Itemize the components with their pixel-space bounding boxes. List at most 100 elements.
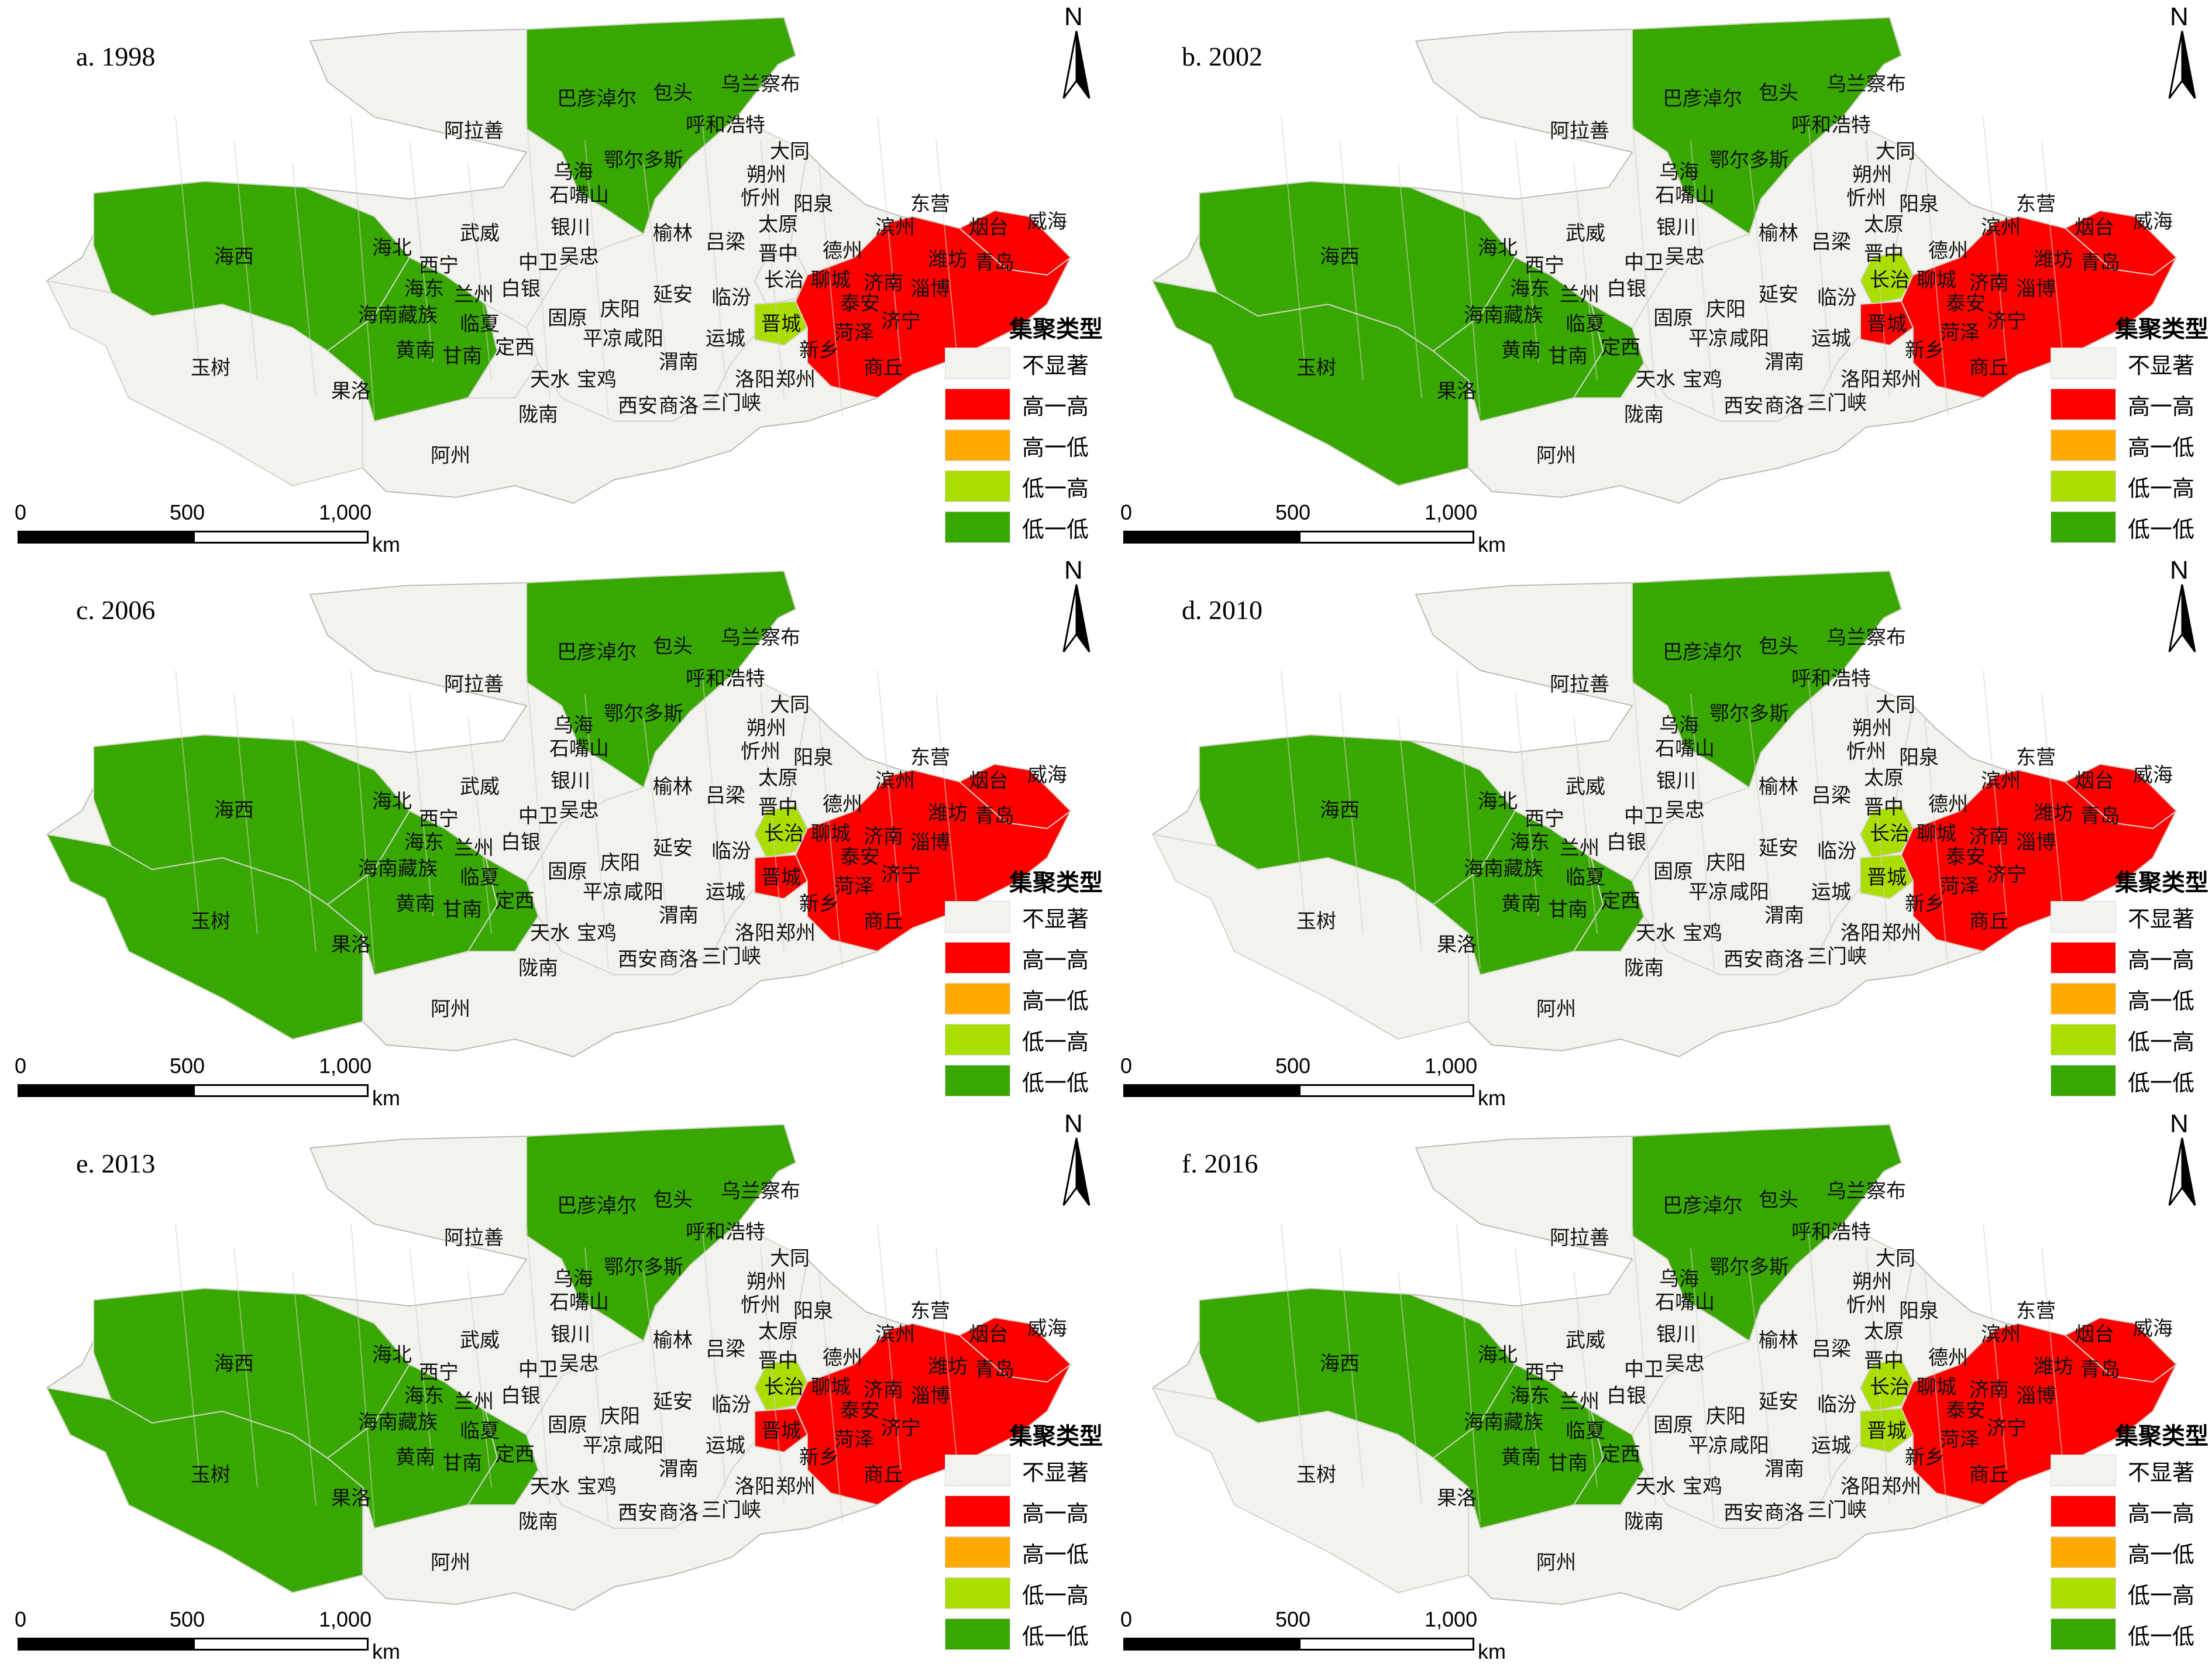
place-label: 西宁	[419, 1361, 459, 1384]
boundary-line	[175, 1223, 199, 1470]
north-arrow-icon	[1062, 584, 1090, 652]
legend-item: 高一低	[2051, 978, 2208, 1019]
legend-swatch	[2051, 429, 2116, 461]
place-label: 洛阳	[1841, 1475, 1880, 1498]
north-label: N	[1064, 556, 1083, 585]
legend-swatch	[945, 348, 1010, 379]
place-label: 黄南	[1501, 339, 1541, 362]
place-label: 海南藏族	[358, 1411, 438, 1434]
place-label: 聊城	[811, 822, 851, 845]
place-label: 陇南	[518, 1510, 558, 1534]
legend-title: 集聚类型	[1009, 1423, 1103, 1450]
place-label: 平凉	[1688, 881, 1728, 904]
place-label: 银川	[1656, 769, 1696, 793]
boundary-line	[2041, 140, 2066, 381]
place-label: 固原	[1653, 1414, 1693, 1437]
place-label: 阿州	[1536, 1551, 1576, 1574]
place-label: 宝鸡	[577, 922, 617, 945]
place-label: 海南藏族	[358, 857, 438, 881]
place-label: 兰州	[1560, 837, 1599, 860]
scale-bar: 0 500 1,000 km	[15, 500, 400, 556]
place-label: 兰州	[454, 837, 494, 860]
legend-label: 不显著	[2128, 906, 2195, 932]
place-label: 晋中	[758, 242, 798, 266]
legend-swatch	[2051, 1577, 2116, 1609]
region-changzhi	[1859, 804, 1914, 859]
place-label: 海西	[214, 1352, 254, 1376]
legend-title: 集聚类型	[2115, 1423, 2208, 1450]
place-label: 滨州	[1981, 1323, 2021, 1346]
legend-title: 集聚类型	[2115, 869, 2208, 896]
boundary-line	[1983, 670, 2007, 917]
place-label: 威海	[1027, 764, 1067, 787]
place-label: 潍坊	[2034, 248, 2073, 271]
place-label: 果洛	[1437, 1487, 1477, 1510]
place-label: 三门峡	[701, 1498, 761, 1522]
place-label: 榆林	[1759, 1329, 1798, 1352]
place-label: 晋中	[1864, 242, 1904, 266]
scale-tick-label: 0	[1120, 1054, 1133, 1078]
place-label: 延安	[653, 1390, 693, 1414]
boundary-line	[877, 116, 902, 363]
boundary-line	[409, 1247, 434, 1470]
place-label: 包头	[1759, 1188, 1798, 1212]
place-label: 运城	[1811, 327, 1851, 350]
place-label: 玉树	[1296, 1463, 1336, 1487]
place-label: 甘南	[1548, 1452, 1588, 1475]
scale-tick-label: 500	[1275, 1054, 1311, 1078]
place-label: 郑州	[776, 1475, 816, 1498]
place-label: 平凉	[1688, 327, 1728, 350]
boundary-line	[1339, 140, 1364, 381]
place-label: 天水	[530, 368, 570, 391]
place-label: 海西	[214, 245, 254, 269]
place-label: 银川	[551, 1323, 590, 1346]
legend-item: 不显著	[2051, 343, 2208, 384]
place-label: 鄂尔多斯	[604, 1256, 683, 1279]
scale-bar: 0 500 1,000 km	[15, 1054, 400, 1110]
place-label: 青岛	[2080, 805, 2120, 828]
place-label: 咸阳	[624, 1434, 663, 1457]
boundary-line	[1281, 116, 1305, 363]
place-label: 巴彦淖尔	[557, 1194, 637, 1218]
legend-label: 高一高	[2128, 394, 2195, 420]
place-label: 乌海	[553, 714, 593, 737]
place-label: 阿州	[1536, 444, 1576, 467]
legend-item: 低一高	[945, 1019, 1103, 1060]
place-label: 洛阳	[735, 922, 775, 945]
boundary-line	[526, 670, 551, 952]
legend-item: 低一低	[945, 1060, 1103, 1101]
place-label: 咸阳	[1729, 881, 1769, 904]
place-label: 威海	[2133, 1317, 2173, 1340]
boundary-line	[643, 717, 668, 917]
legend: 集聚类型 不显著 高一高 高一低 低一高 低一低	[2051, 310, 2208, 548]
place-label: 西安	[1723, 948, 1763, 971]
place-label: 固原	[548, 1414, 587, 1437]
place-label: 吕梁	[706, 231, 745, 254]
place-label: 定西	[495, 889, 535, 913]
boundary-line	[350, 1223, 375, 1523]
place-label: 鄂尔多斯	[604, 149, 683, 172]
boundary-line	[877, 1223, 902, 1470]
place-label: 郑州	[776, 368, 816, 391]
place-label: 甘南	[442, 1452, 482, 1475]
place-label: 乌兰察布	[1826, 626, 1906, 649]
region-shandong-east	[2064, 763, 2177, 830]
place-label: 忻州	[741, 187, 780, 210]
place-label: 长治	[764, 269, 804, 292]
place-label: 运城	[706, 327, 745, 350]
boundary-line	[526, 116, 551, 398]
place-label: 海北	[1478, 236, 1518, 260]
place-label: 泰安	[1946, 845, 1986, 869]
place-label: 呼和浩特	[1791, 667, 1871, 690]
region-central	[1631, 1223, 1914, 1529]
place-label: 商丘	[864, 1463, 903, 1487]
place-label: 海西	[1320, 799, 1360, 822]
place-label: 济宁	[1987, 1417, 2027, 1440]
north-arrow-icon	[2168, 1137, 2196, 1206]
place-label: 宝鸡	[1683, 1475, 1722, 1498]
place-label: 洛阳	[1841, 922, 1880, 945]
legend-label: 低一高	[1022, 1583, 1089, 1608]
place-label: 渭南	[1764, 904, 1804, 927]
place-label: 兰州	[1560, 283, 1599, 307]
scale-segment	[18, 531, 193, 544]
